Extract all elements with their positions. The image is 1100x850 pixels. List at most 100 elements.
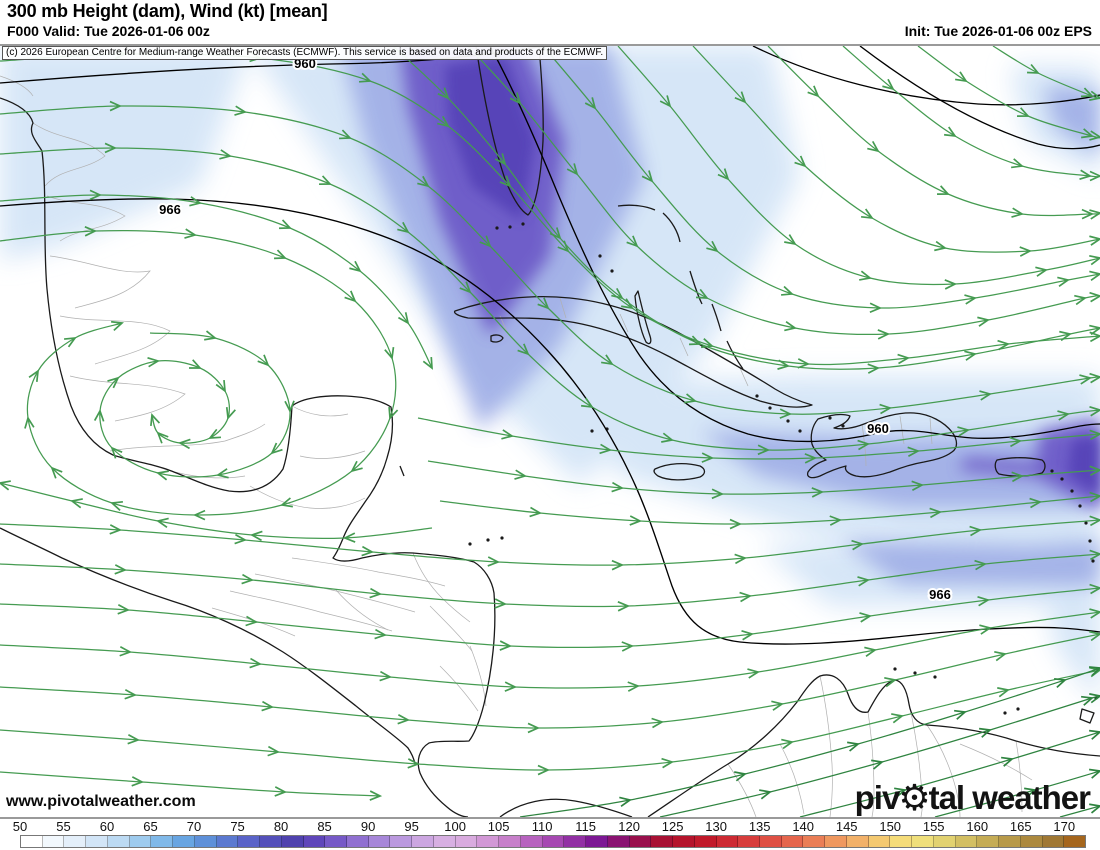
admin-border [469,645,487,707]
website-watermark: www.pivotalweather.com [6,793,196,810]
colorbar-tick: 130 [705,819,728,834]
colorbar-cell [21,836,43,847]
wind-streamline [0,483,433,538]
admin-border [299,450,366,459]
admin-border [254,573,416,613]
colorbar-cell [781,836,804,847]
colorbar-cell [86,836,108,847]
islet-dot [486,538,490,542]
colorbar-cell [803,836,826,847]
admin-border [49,255,151,309]
colorbar-cell [433,836,456,847]
colorbar-cell [738,836,760,847]
colorbar-tick: 80 [273,819,289,834]
contour-value-label: 960 [867,421,889,436]
island-coastline [399,465,405,477]
admin-border [439,665,479,712]
colorbar-tick: 160 [966,819,989,834]
colorbar-cell [455,836,478,847]
colorbar-cell [673,836,695,847]
islet-dot [1016,707,1020,711]
colorbar-tick: 90 [360,819,376,834]
colorbar-cell [694,836,717,847]
islet-dot [755,394,759,398]
colorbar-cell [977,836,1000,847]
colorbar-cell [586,836,608,847]
admin-border [59,315,171,365]
colorbar-tick: 150 [879,819,902,834]
colorbar-cell [607,836,630,847]
colorbar-cell [716,836,739,847]
islet-dot [1050,469,1054,473]
wind-streamlines [0,46,1100,817]
wind-streamline [417,417,1100,459]
colorbar-cell [629,836,652,847]
islet-dot [1003,711,1007,715]
colorbar-tick: 140 [792,819,815,834]
islet-dot [913,671,917,675]
colorbar-cell [238,836,261,847]
colorbar-cell [999,836,1021,847]
colorbar-tick: 145 [835,819,858,834]
colorbar-tick-labels: 50 55 60 65 70 75 80 85 90 95 100 105 110 115 120 125 13… [13,819,1086,834]
colorbar-tick: 120 [618,819,640,834]
islet-dot [508,225,512,229]
colorbar-tick: 170 [1053,819,1076,834]
logo-text-post: tal weather [928,778,1091,816]
islet-dot [1078,504,1082,508]
colorbar-tick: 75 [230,819,245,834]
wind-streamline [799,732,1100,817]
islet-dot [495,226,499,230]
colorbar-cell [542,836,565,847]
wind-streamline [100,333,290,477]
colorbar-cell [933,836,956,847]
colorbar: 50 55 60 65 70 75 80 85 90 95 100 105 110 115 120 125 13… [0,819,1100,850]
islet-dot [933,675,937,679]
pivotal-weather-logo: piv ⚙ tal weather [855,778,1091,816]
colorbar-tick: 115 [575,819,596,834]
header: 300 mb Height (dam), Wind (kt) [mean] F0… [0,0,1100,44]
admin-border [109,423,266,452]
colorbar-cell [129,836,152,847]
islet-dot [786,419,790,423]
colorbar-cell [107,836,130,847]
islet-dot [610,269,614,273]
islet-dot [828,416,832,420]
colorbar-cell [759,836,782,847]
colorbar-tick: 125 [661,819,684,834]
colorbar-cell [194,836,217,847]
colorbar-cell [846,836,869,847]
islet-dot [521,222,525,226]
colorbar-cell [260,836,282,847]
admin-border [335,589,389,631]
colorbar-tick: 165 [1009,819,1032,834]
colorbar-cell [825,836,847,847]
islet-dot [1060,477,1064,481]
colorbar-cell [325,836,348,847]
islet-dot [468,542,472,546]
colorbar-tick: 85 [317,819,332,834]
coastline [499,798,633,817]
colorbar-cell [1020,836,1043,847]
wind-streamline [0,195,432,368]
colorbar-cell [868,836,891,847]
wind-streamline [934,771,1100,817]
wind-streamline [1059,806,1100,817]
colorbar-tick: 105 [487,819,510,834]
colorbar-cell [390,836,413,847]
islet-dot [768,406,772,410]
colorbar-cell [42,836,65,847]
colorbar-tick: 135 [748,819,771,834]
colorbar-tick: 65 [143,819,158,834]
admin-border [779,743,805,815]
colorbar-tick: 70 [186,819,202,834]
weather-map: 960 966 960 966 (c) 2026 European Centre fo… [0,44,1100,819]
admin-border [249,485,366,509]
contour-value-label: 966 [929,587,951,602]
colorbar-cell [281,836,304,847]
copyright-notice: (c) 2026 European Centre for Medium-rang… [2,46,608,60]
colorbar-cell [955,836,978,847]
colorbar-cell [499,836,521,847]
colorbar-cell [1042,836,1065,847]
